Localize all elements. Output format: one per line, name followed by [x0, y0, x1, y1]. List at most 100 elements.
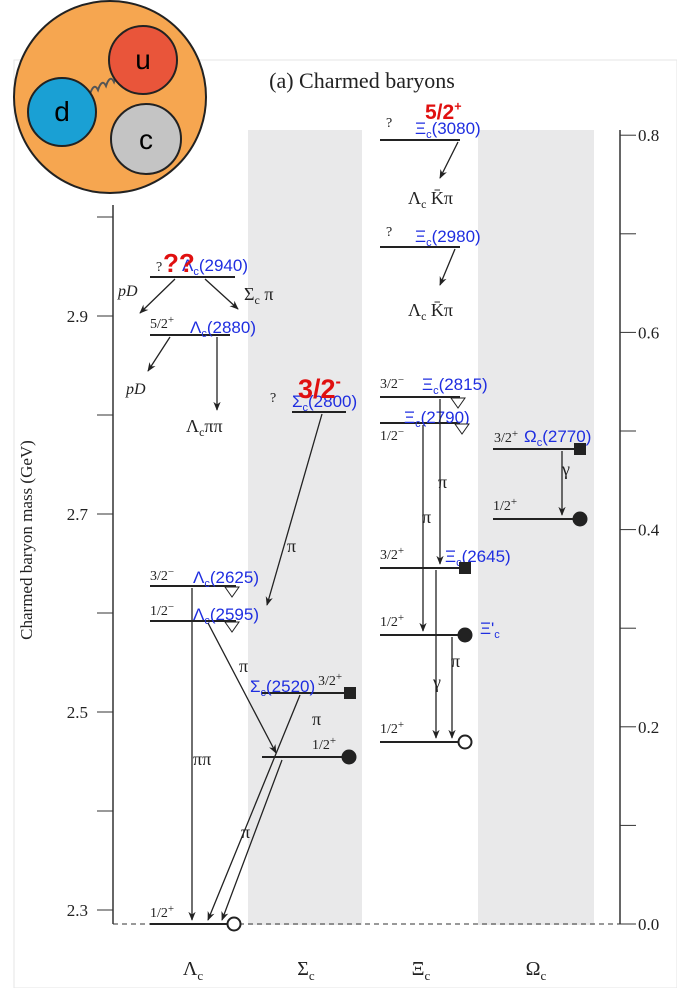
column-subscript: c [197, 968, 203, 983]
decay-main: π [287, 536, 296, 556]
column-symbol: Ξ [412, 958, 425, 980]
decay-label: Λc K̄π [408, 188, 453, 211]
decay-main: γ [432, 672, 441, 692]
marker-circle [228, 918, 241, 931]
decay-main: γ [561, 459, 570, 479]
decay-label: π [451, 651, 460, 671]
state-symbol: Ω [524, 427, 537, 446]
state-symbol: Λ [193, 605, 205, 624]
parity: + [511, 496, 517, 508]
decay-main: π [451, 651, 460, 671]
decay-label: Λcππ [186, 416, 223, 439]
right-tick-label: 0.4 [638, 521, 660, 540]
y-axis-label: Charmed baryon mass (GeV) [17, 440, 36, 640]
state-name: Σc(2520) [250, 677, 315, 699]
right-tick-label: 0.6 [638, 323, 659, 342]
decay-main: Λ [408, 188, 421, 208]
state-mass: (2980) [432, 227, 481, 246]
decay-label: pD [117, 283, 138, 300]
decay-main: Σ [244, 284, 254, 304]
column-subscript: c [309, 968, 315, 983]
quark-label: u [135, 44, 151, 75]
marker-circle [343, 751, 356, 764]
state-name: Ξc(2980) [415, 227, 481, 249]
right-tick-label: 0.0 [638, 915, 659, 934]
annotation-text: 3/2 [298, 374, 336, 404]
decay-main: π [438, 472, 447, 492]
left-tick-label: 2.3 [67, 901, 88, 920]
annotation-text: ?? [163, 248, 195, 278]
decay-main: π [239, 656, 248, 676]
parity: + [398, 719, 404, 731]
decay-rest: ππ [204, 416, 222, 436]
spin: 3/2 [380, 377, 398, 392]
state-mass: (2595) [210, 605, 259, 624]
decay-main: ππ [193, 749, 211, 769]
spin: ? [270, 391, 276, 406]
spin: 1/2 [150, 604, 168, 619]
parity: + [512, 428, 518, 440]
decay-label: pD [125, 381, 146, 398]
quark-label: c [139, 124, 153, 155]
figure: u d c (a) Charmed baryons Charmed baryon… [0, 0, 677, 988]
state-name: Ξc(2815) [422, 375, 488, 397]
annotation-sup: + [454, 100, 461, 114]
decay-label: π [239, 656, 248, 676]
decay-label: π [438, 472, 447, 492]
column-subscript: c [541, 968, 547, 983]
column-symbol: Σ [297, 958, 309, 980]
spin: 3/2 [150, 569, 168, 584]
state-mass: (2625) [210, 568, 259, 587]
decay-label: Λc K̄π [408, 300, 453, 323]
left-tick-label: 2.7 [67, 505, 89, 524]
decay-label: π [241, 822, 250, 842]
marker-square [344, 687, 356, 699]
state-symbol: Ξ [415, 227, 426, 246]
state-subscript: c [494, 629, 500, 641]
state-symbol: Ξ [422, 375, 433, 394]
parity: + [168, 903, 174, 915]
decay-main: Λ [408, 300, 421, 320]
decay-main: π [312, 709, 321, 729]
state-symbol: Λ [190, 318, 202, 337]
decay-main: Λ [186, 416, 199, 436]
parity: − [168, 601, 174, 613]
spin: 1/2 [150, 906, 168, 921]
state-symbol: Ξ [404, 408, 415, 427]
spin: 1/2 [380, 722, 398, 737]
marker-square [574, 443, 586, 455]
state-mass: (2815) [439, 375, 488, 394]
column-subscript: c [425, 968, 431, 983]
spin-parity: ? [386, 116, 392, 131]
parity: + [168, 314, 174, 326]
right-tick-label: 0.8 [638, 126, 659, 145]
annotation: ?? [163, 248, 195, 278]
spin: ? [156, 260, 162, 275]
column-symbol: Λ [183, 958, 198, 980]
parity: − [398, 426, 404, 438]
spin: 1/2 [380, 615, 398, 630]
spin: 1/2 [312, 738, 330, 753]
spin-parity: ? [270, 391, 276, 406]
state-symbol: Λ [193, 568, 205, 587]
spin: ? [386, 225, 392, 240]
state-symbol: Ξ' [480, 619, 494, 638]
marker-circle [459, 736, 472, 749]
left-tick-label: 2.5 [67, 703, 88, 722]
spin: 1/2 [380, 429, 398, 444]
state-symbol: Σ [250, 677, 261, 696]
state-mass: (2520) [266, 677, 315, 696]
annotation-sup: - [336, 373, 341, 391]
decay-label: π [312, 709, 321, 729]
spin: 3/2 [494, 431, 512, 446]
decay-label: π [422, 507, 431, 527]
spin: 5/2 [150, 317, 168, 332]
title: (a) Charmed baryons [269, 68, 455, 93]
decay-main: pD [117, 283, 138, 300]
decay-label: γ [561, 459, 570, 479]
spin: 1/2 [493, 499, 511, 514]
right-tick-label: 0.2 [638, 718, 659, 737]
decay-rest: K̄π [426, 188, 453, 208]
decay-rest: π [260, 284, 274, 304]
decay-label: π [287, 536, 296, 556]
